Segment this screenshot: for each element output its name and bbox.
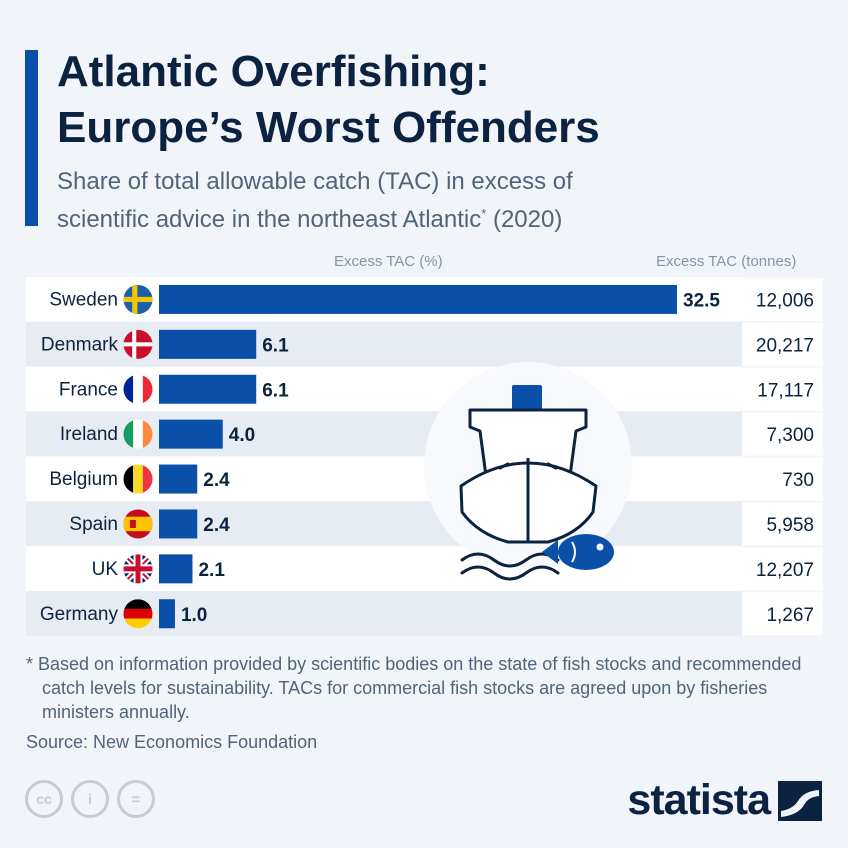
tonnes-cell-background: [742, 457, 823, 501]
brand-name: statista: [627, 776, 771, 824]
data-label: 4.0: [229, 425, 255, 446]
flag-belgium-band-1: [123, 464, 134, 494]
category-label: UK: [92, 559, 119, 580]
flag-germany-band-3: [123, 618, 153, 629]
flag-france-band-2: [133, 374, 143, 404]
tonnes-value: 5,958: [766, 515, 814, 536]
flag-ireland-band-2: [133, 419, 143, 449]
data-label: 1.0: [181, 605, 207, 626]
flag-spain-band: [123, 516, 153, 532]
flag-sweden: [123, 284, 153, 314]
tonnes-cell-background: [742, 278, 823, 321]
subtitle-footnote-mark: *: [481, 206, 487, 221]
tonnes-cell-background: [742, 322, 823, 366]
flag-germany-band-2: [123, 608, 153, 619]
category-label: Ireland: [60, 424, 118, 445]
title-accent-bar: [25, 50, 38, 226]
tonnes-value: 12,207: [756, 560, 814, 581]
by-icon[interactable]: i: [71, 780, 109, 818]
category-label: Denmark: [41, 334, 119, 355]
title-line-2: Europe’s Worst Offenders: [57, 103, 600, 152]
data-label: 6.1: [262, 380, 289, 401]
flag-spain: [123, 509, 153, 539]
category-label: Sweden: [49, 289, 118, 310]
flag-ireland-band-1: [123, 419, 134, 449]
bar: [159, 329, 257, 359]
category-label: France: [59, 379, 118, 400]
chart-subtitle: Share of total allowable catch (TAC) in …: [57, 166, 817, 236]
flag-sweden-cross-h: [123, 296, 153, 303]
flag-ireland-band-3: [142, 419, 153, 449]
flag-denmark: [123, 329, 153, 359]
flag-france-band-3: [142, 374, 153, 404]
tonnes-value: 17,117: [757, 380, 814, 401]
tonnes-cell-background: [742, 412, 823, 456]
nd-icon[interactable]: =: [117, 780, 155, 818]
ship-and-fish-icon: [424, 362, 632, 581]
data-label: 2.4: [203, 470, 230, 491]
flag-belgium-band-2: [133, 464, 143, 494]
title-line-1: Atlantic Overfishing:: [57, 47, 490, 96]
statista-logo[interactable]: statista: [627, 776, 822, 825]
flag-germany-band-1: [123, 599, 153, 609]
flag-uk: [123, 554, 153, 584]
bar: [159, 464, 198, 494]
bar: [159, 419, 223, 449]
tonnes-value: 20,217: [756, 335, 814, 356]
tonnes-column-header: Excess TAC (tonnes): [656, 253, 797, 270]
bar: [159, 374, 257, 404]
flag-belgium: [123, 464, 153, 494]
data-label: 2.4: [203, 515, 230, 536]
flag-belgium-band-3: [142, 464, 153, 494]
category-label: Belgium: [49, 469, 118, 490]
tonnes-cell-background: [742, 367, 823, 411]
tonnes-cell-background: [742, 502, 823, 546]
flag-france-band-1: [123, 374, 134, 404]
cc-icon[interactable]: cc: [25, 780, 63, 818]
tonnes-value: 1,267: [766, 605, 814, 626]
footnote: * Based on information provided by scien…: [26, 654, 802, 722]
flag-denmark-cross-h: [123, 342, 153, 347]
chart-title: Atlantic Overfishing: Europe’s Worst Off…: [57, 44, 817, 156]
subtitle-line-1: Share of total allowable catch (TAC) in …: [57, 168, 573, 195]
subtitle-line-2-text: scientific advice in the northeast Atlan…: [57, 206, 482, 233]
tonnes-value: 730: [782, 470, 814, 491]
statista-logo-icon: [778, 780, 822, 821]
bars: Sweden 32.5 12,006 Denmark 6.1 20,217 France 6.…: [40, 284, 814, 629]
flag-germany: [123, 599, 153, 629]
bar: [159, 509, 198, 539]
data-label: 32.5: [683, 290, 720, 311]
flag-spain-crest: [129, 519, 136, 528]
category-label: Germany: [40, 604, 119, 625]
data-label: 6.1: [262, 335, 289, 356]
tonnes-value: 12,006: [756, 290, 814, 311]
bar: [159, 554, 193, 584]
tonnes-cell-background: [742, 547, 823, 591]
flag-uk-cross-red-h: [123, 566, 153, 572]
data-label: 2.1: [198, 560, 225, 581]
flag-france: [123, 374, 153, 404]
category-label: Spain: [69, 514, 118, 535]
bar: [159, 599, 175, 629]
flag-ireland: [123, 419, 153, 449]
tonnes-value: 7,300: [766, 425, 814, 446]
subtitle-line-2: scientific advice in the northeast Atlan…: [57, 198, 817, 236]
subtitle-year: (2020): [486, 206, 563, 233]
tonnes-cell-background: [742, 592, 823, 636]
bar: [159, 284, 677, 314]
source-note: Source: New Economics Foundation: [26, 732, 318, 752]
percent-column-header: Excess TAC (%): [334, 253, 443, 270]
license-icons: cc i =: [25, 780, 155, 818]
